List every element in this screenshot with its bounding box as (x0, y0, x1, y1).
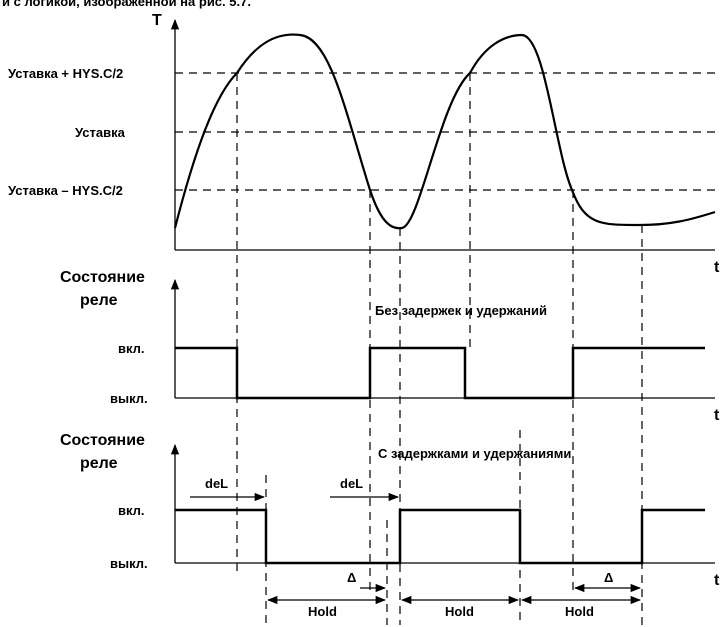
level-label: Уставка – HYS.C/2 (8, 183, 123, 198)
delta-label: Δ (604, 570, 613, 585)
header-text: и с логикой, изображенной на (2, 0, 196, 9)
delta-label: Δ (347, 570, 356, 585)
hold-label: Hold (565, 604, 594, 619)
hold-label: Hold (445, 604, 474, 619)
del-label: deL (205, 476, 228, 491)
axis-label: t (714, 407, 720, 424)
caption: С задержками и удержаниями (378, 446, 571, 461)
relay-title: реле (80, 292, 118, 309)
caption: Без задержек и удержаний (375, 303, 547, 318)
level-label: Уставка + HYS.C/2 (8, 66, 123, 81)
del-label: deL (340, 476, 363, 491)
off-label: выкл. (110, 391, 148, 406)
temp-plot: T t Уставка + HYS.C/2 Уставка Уставка – … (8, 12, 720, 276)
axis-label: t (714, 572, 720, 589)
relay-delayed: Состояние реле С задержками и удержаниям… (60, 432, 720, 619)
on-label: вкл. (118, 341, 145, 356)
off-label: выкл. (110, 556, 148, 571)
relay-title: Состояние (60, 432, 145, 449)
relay-title: Состояние (60, 269, 145, 286)
on-label: вкл. (118, 503, 145, 518)
level-label: Уставка (75, 125, 126, 140)
axis-label: T (152, 12, 162, 29)
relay-title: реле (80, 455, 118, 472)
axis-label: t (714, 259, 720, 276)
header: и с логикой, изображенной на рис. 5.7. (2, 0, 251, 9)
header-bold: рис. 5.7. (199, 0, 251, 9)
hold-label: Hold (308, 604, 337, 619)
relay-plain: Состояние реле Без задержек и удержаний … (60, 269, 720, 424)
